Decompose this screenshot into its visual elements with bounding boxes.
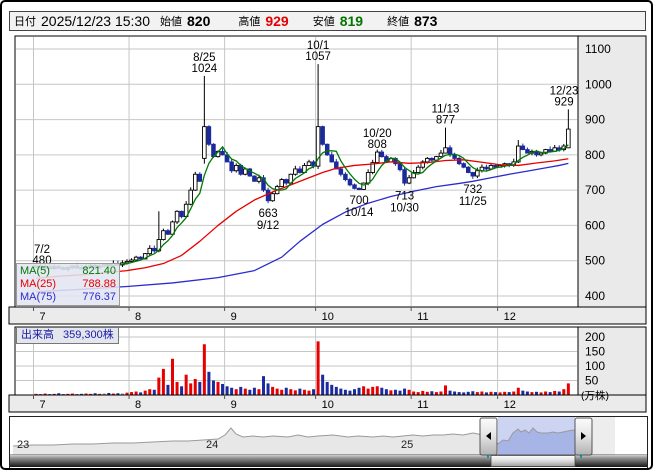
svg-text:8/25: 8/25 bbox=[193, 52, 215, 64]
svg-text:9: 9 bbox=[231, 399, 237, 411]
svg-text:1024: 1024 bbox=[192, 63, 218, 75]
ma75-label: MA(75) bbox=[20, 291, 57, 303]
svg-text:50: 50 bbox=[585, 374, 599, 388]
svg-text:10/14: 10/14 bbox=[345, 207, 374, 219]
svg-text:808: 808 bbox=[368, 139, 387, 151]
svg-text:900: 900 bbox=[585, 113, 605, 127]
svg-text:12: 12 bbox=[504, 311, 516, 323]
ma25-label: MA(25) bbox=[20, 278, 57, 290]
nav-left-handle[interactable] bbox=[479, 417, 498, 456]
volume-label: 出来高 bbox=[21, 329, 54, 341]
quote-info-bar: 日付 2025/12/23 15:30 始値 820 高値 929 安値 819… bbox=[9, 11, 646, 31]
low-value: 819 bbox=[339, 13, 364, 29]
svg-text:800: 800 bbox=[585, 148, 605, 162]
svg-text:11/25: 11/25 bbox=[459, 196, 487, 208]
high-value: 929 bbox=[265, 13, 289, 29]
range-navigator[interactable]: 23 24 25 bbox=[9, 416, 648, 470]
svg-text:24: 24 bbox=[206, 439, 218, 451]
svg-text:12: 12 bbox=[504, 399, 516, 411]
svg-text:10/20: 10/20 bbox=[363, 128, 392, 140]
svg-text:11: 11 bbox=[417, 399, 428, 411]
svg-text:11/13: 11/13 bbox=[432, 104, 460, 116]
svg-text:1000: 1000 bbox=[585, 77, 612, 91]
svg-text:10: 10 bbox=[322, 311, 334, 323]
svg-text:700: 700 bbox=[349, 195, 368, 207]
svg-text:7: 7 bbox=[40, 399, 46, 411]
svg-text:10: 10 bbox=[322, 399, 334, 411]
svg-text:9/12: 9/12 bbox=[257, 220, 279, 232]
svg-text:200: 200 bbox=[585, 330, 605, 344]
low-label: 安値 bbox=[312, 16, 335, 28]
svg-text:1057: 1057 bbox=[305, 51, 331, 63]
ma75-line bbox=[35, 162, 569, 293]
svg-text:10/1: 10/1 bbox=[307, 40, 329, 52]
ma5-line bbox=[35, 144, 569, 269]
volume-value: 359,300株 bbox=[63, 329, 114, 341]
left-arrow-icon bbox=[486, 432, 491, 440]
svg-text:10/30: 10/30 bbox=[390, 203, 419, 215]
svg-text:713: 713 bbox=[395, 191, 414, 203]
month-axis-band bbox=[8, 306, 647, 325]
svg-text:600: 600 bbox=[585, 218, 605, 232]
right-arrow-icon bbox=[581, 432, 586, 440]
svg-text:25: 25 bbox=[401, 439, 413, 451]
svg-text:(万株): (万株) bbox=[581, 389, 609, 402]
svg-text:7: 7 bbox=[40, 311, 46, 323]
svg-text:1100: 1100 bbox=[585, 42, 611, 56]
nav-scrollbar-thumb[interactable] bbox=[490, 455, 576, 467]
ma25-value: 788.88 bbox=[82, 278, 116, 290]
svg-text:500: 500 bbox=[585, 254, 605, 268]
date-value: 2025/12/23 15:30 bbox=[41, 13, 150, 29]
svg-text:100: 100 bbox=[585, 359, 605, 373]
svg-text:11: 11 bbox=[417, 311, 428, 323]
open-label: 始値 bbox=[160, 16, 182, 28]
svg-text:8: 8 bbox=[135, 311, 141, 323]
ma5-label: MA(5) bbox=[20, 265, 50, 277]
close-value: 873 bbox=[414, 13, 438, 29]
svg-text:663: 663 bbox=[258, 208, 277, 220]
svg-text:8: 8 bbox=[135, 399, 141, 411]
svg-text:12/23: 12/23 bbox=[550, 85, 579, 97]
svg-text:700: 700 bbox=[585, 183, 605, 197]
date-label: 日付 bbox=[14, 16, 36, 28]
nav-right-handle[interactable] bbox=[574, 417, 593, 456]
ma75-value: 776.37 bbox=[82, 291, 116, 303]
svg-text:7/2: 7/2 bbox=[34, 244, 50, 256]
svg-text:732: 732 bbox=[463, 184, 482, 196]
volume-axis-panel bbox=[577, 326, 647, 396]
svg-text:23: 23 bbox=[17, 439, 29, 451]
price-axis-panel bbox=[577, 35, 647, 308]
ma5-value: 821.40 bbox=[82, 265, 116, 277]
svg-text:150: 150 bbox=[585, 345, 605, 359]
high-label: 高値 bbox=[238, 16, 261, 28]
svg-text:400: 400 bbox=[585, 289, 605, 303]
history-sparkline bbox=[12, 427, 592, 447]
close-label: 終値 bbox=[387, 16, 410, 28]
price-and-volume-chart: 7/24808/25102410/1105710/2080811/1387712… bbox=[8, 35, 647, 413]
svg-text:9: 9 bbox=[231, 311, 237, 323]
ma25-line bbox=[35, 158, 569, 280]
ma-legend: MA(5) 821.40 MA(25) 788.88 MA(75) 776.37 bbox=[16, 263, 120, 306]
svg-text:877: 877 bbox=[436, 115, 455, 127]
volume-badge: 出来高 359,300株 bbox=[16, 327, 119, 344]
open-value: 820 bbox=[187, 13, 211, 29]
svg-text:929: 929 bbox=[554, 96, 573, 108]
volume-bars bbox=[34, 341, 570, 395]
month-axis-band bbox=[8, 394, 647, 413]
